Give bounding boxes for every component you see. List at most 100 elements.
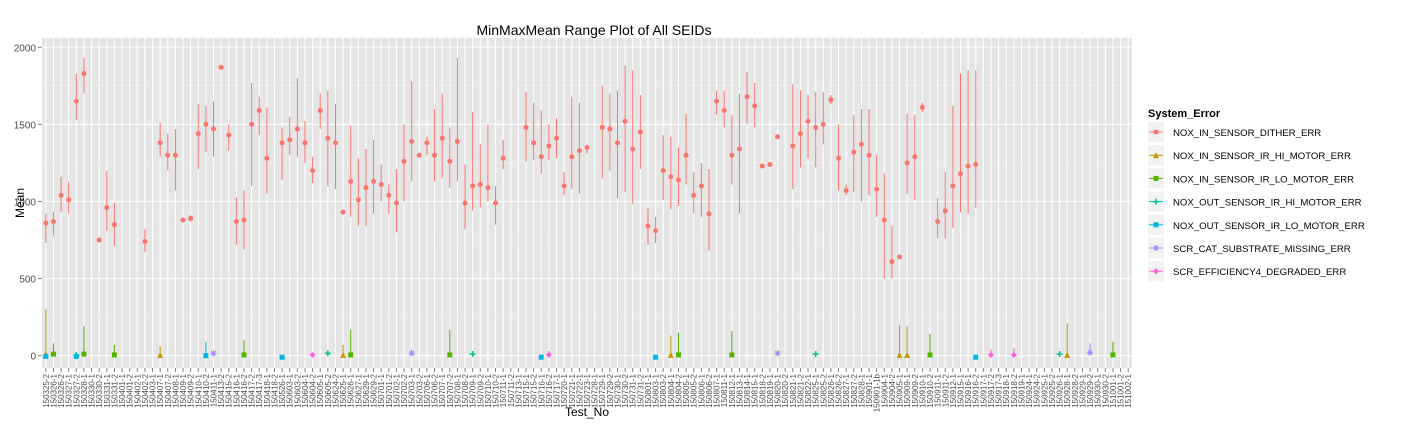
y-axis-ticks: 0 500 1000 1500 2000 [14, 43, 42, 363]
mean-point [531, 140, 537, 146]
mean-point [675, 177, 681, 183]
x-tick-label: 150409-2 [187, 373, 196, 407]
x-tick-label: 150901-1 [865, 373, 874, 407]
x-tick-label: 150815-1 [751, 373, 760, 407]
mean-point [401, 158, 407, 164]
x-tick-label: 150820-1 [774, 373, 783, 407]
x-tick-label: 150418-2 [270, 373, 279, 407]
mean-point [797, 131, 803, 137]
legend-label: NOX_IN_SENSOR_IR_HI_MOTOR_ERR [1173, 151, 1351, 162]
mean-point [904, 351, 911, 358]
x-tick-label: 150715-1 [522, 373, 531, 407]
legend-key-marker [1153, 198, 1159, 205]
x-tick-label: 150804-2 [674, 373, 683, 407]
mean-point [843, 188, 849, 194]
mean-point [950, 183, 956, 189]
x-tick-label: 150703-2 [415, 373, 424, 407]
legend-key-marker [1153, 152, 1159, 159]
legend-entry: NOX_IN_SENSOR_IR_HI_MOTOR_ERR [1148, 145, 1351, 166]
mean-point [965, 163, 971, 169]
mean-point [987, 351, 994, 358]
y-tick-label: 1000 [14, 197, 37, 208]
x-tick-label: 150701-1 [377, 373, 386, 407]
mean-point [309, 351, 316, 358]
x-tick-label: 150707-2 [446, 373, 455, 407]
mean-point [393, 200, 399, 206]
mean-point [675, 352, 681, 358]
legend: System_Error NOX_IN_SENSOR_DITHER_ERR NOX… [1148, 108, 1365, 282]
mean-point [973, 161, 979, 167]
mean-point [469, 351, 476, 358]
x-tick-label: 150416-1 [232, 373, 241, 407]
mean-point [729, 152, 735, 158]
x-tick-label: 150330-2 [95, 373, 104, 407]
x-tick-label: 150417-2 [248, 373, 257, 407]
mean-point [477, 181, 483, 187]
x-tick-label: 150326-1 [49, 373, 58, 407]
mean-point [203, 121, 209, 127]
mean-point [973, 354, 979, 360]
mean-point [348, 178, 354, 184]
x-tick-label: 150827-2 [850, 373, 859, 407]
x-tick-label: 150915-1 [956, 373, 965, 407]
x-tick-label: 150713-1 [514, 373, 523, 407]
x-tick-label: 150708-2 [461, 373, 470, 407]
x-tick-label: 150928-2 [1071, 373, 1080, 407]
x-tick-label: 150811-1 [720, 373, 729, 407]
legend-key-marker [1153, 268, 1159, 275]
x-tick-label: 150916-2 [972, 373, 981, 407]
mean-point [667, 351, 674, 358]
x-tick-label: 151001-2 [1117, 373, 1126, 407]
mean-point [447, 352, 453, 358]
x-tick-label: 150909-1 [903, 373, 912, 407]
mean-point [874, 186, 880, 192]
mean-point [233, 219, 239, 225]
x-tick-label: 150803-2 [659, 373, 668, 407]
x-tick-label: 150716-1 [537, 373, 546, 407]
x-tick-label: 150826-1 [827, 373, 836, 407]
x-axis-label: Test_No [565, 405, 609, 419]
x-tick-label: 150805-1 [682, 373, 691, 407]
mean-point [576, 148, 582, 154]
mean-point [866, 152, 872, 158]
mean-point [470, 183, 476, 189]
x-tick-label: 150928-1 [1063, 373, 1072, 407]
mean-point [165, 152, 171, 158]
mean-point [180, 217, 186, 223]
x-tick-label: 150605-2 [324, 373, 333, 407]
mean-point [1056, 351, 1063, 358]
mean-point [691, 192, 697, 198]
legend-label: NOX_IN_SENSOR_DITHER_ERR [1173, 128, 1321, 139]
mean-point [729, 352, 735, 358]
x-tick-label: 150330-1 [88, 373, 97, 407]
x-tick-label: 150716-2 [545, 373, 554, 407]
legend-key-marker [1153, 222, 1159, 228]
mean-point [363, 185, 369, 191]
y-axis-label: Mean [13, 188, 27, 218]
mean-point [622, 118, 628, 124]
mean-point [538, 354, 544, 360]
legend-title: System_Error [1148, 108, 1221, 120]
mean-point [43, 220, 49, 226]
x-tick-label: 150706-1 [423, 373, 432, 407]
x-tick-label: 150930-2 [1101, 373, 1110, 407]
mean-point [897, 254, 903, 260]
x-tick-label: 150722-1 [575, 373, 584, 407]
x-tick-label: 150730-2 [621, 373, 630, 407]
mean-point [340, 351, 347, 358]
mean-point [889, 259, 895, 265]
legend-entry: SCR_CAT_SUBSTRATE_MISSING_ERR [1148, 238, 1351, 258]
x-tick-label: 150327-2 [72, 373, 81, 407]
x-tick-label: 150731-2 [636, 373, 645, 407]
x-tick-label: 150904-1 [880, 373, 889, 407]
mean-point [828, 97, 834, 103]
x-tick-label: 150706-2 [431, 373, 440, 407]
mean-point [325, 135, 331, 141]
x-tick-label: 150812-1 [728, 373, 737, 407]
legend-label: NOX_OUT_SENSOR_IR_LO_MOTOR_ERR [1173, 221, 1365, 232]
x-tick-label: 150709-1 [469, 373, 478, 407]
x-tick-label: 150821-2 [796, 373, 805, 407]
mean-point [241, 352, 247, 358]
x-tick-label: 150731-1 [629, 373, 638, 407]
mean-points [42, 64, 1116, 360]
